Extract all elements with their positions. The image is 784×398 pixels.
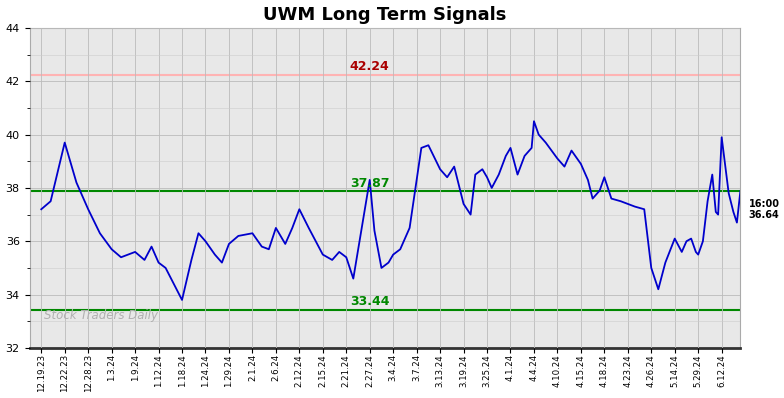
Text: 33.44: 33.44 <box>350 295 390 308</box>
Text: 42.24: 42.24 <box>350 60 390 73</box>
Title: UWM Long Term Signals: UWM Long Term Signals <box>263 6 506 23</box>
Text: 37.87: 37.87 <box>350 177 390 189</box>
Text: Stock Traders Daily: Stock Traders Daily <box>44 309 158 322</box>
Text: 16:00
36.64: 16:00 36.64 <box>749 199 779 220</box>
